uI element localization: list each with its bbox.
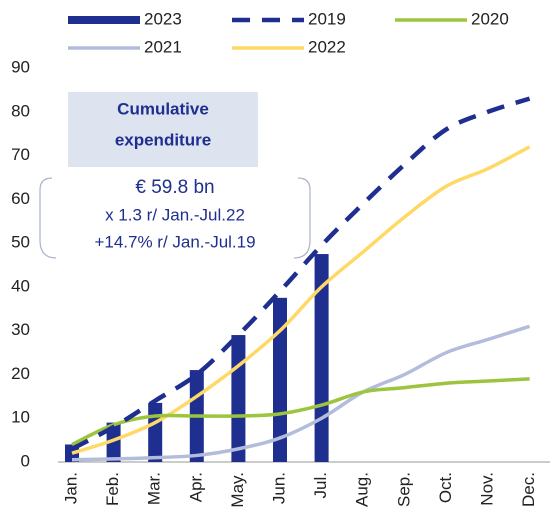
y-tick-label: 50 <box>11 233 30 252</box>
y-tick-label: 80 <box>11 101 30 120</box>
bar <box>273 297 287 462</box>
line-series <box>71 377 530 447</box>
x-tick-label: Oct. <box>436 472 455 503</box>
legend-label: 2023 <box>144 9 182 28</box>
line-series <box>70 96 531 451</box>
x-tick-label: Nov. <box>477 472 496 506</box>
y-tick-label: 20 <box>11 364 30 383</box>
y-tick-label: 40 <box>11 276 30 295</box>
x-tick-label: Feb. <box>103 472 122 506</box>
x-tick-label: Apr. <box>186 472 205 502</box>
y-tick-label: 0 <box>21 451 30 470</box>
annotation-line: x 1.3 r/ Jan.-Jul.22 <box>105 205 245 224</box>
legend-label: 2022 <box>308 37 346 56</box>
annotation-brace <box>39 177 311 259</box>
annotation-header-box <box>68 92 258 167</box>
annotation-line: +14.7% r/ Jan.-Jul.19 <box>94 232 255 251</box>
bar <box>231 335 246 462</box>
y-tick-label: 90 <box>11 57 30 76</box>
annotation-line: € 59.8 bn <box>135 177 214 198</box>
line-series <box>71 145 531 455</box>
y-tick-label: 30 <box>11 320 30 339</box>
legend-label: 2020 <box>471 9 509 28</box>
annotation-heading: expenditure <box>115 130 211 149</box>
x-tick-label: Aug. <box>353 472 372 507</box>
legend-swatch <box>68 16 140 24</box>
legend-label: 2021 <box>144 37 182 56</box>
bar <box>148 402 163 462</box>
x-tick-label: Jun. <box>269 472 288 504</box>
bar <box>106 422 121 462</box>
x-tick-label: Dec. <box>519 472 538 507</box>
bar <box>314 254 329 462</box>
line-series <box>71 324 531 462</box>
legend-label: 2019 <box>308 9 346 28</box>
x-tick-label: Jan. <box>61 472 80 504</box>
x-tick-label: Jul. <box>311 472 330 498</box>
x-tick-label: May. <box>228 472 247 508</box>
x-tick-label: Mar. <box>145 472 164 505</box>
y-tick-label: 60 <box>11 189 30 208</box>
y-tick-label: 10 <box>11 408 30 427</box>
annotation-heading: Cumulative <box>117 99 209 118</box>
x-tick-label: Sep. <box>394 472 413 507</box>
y-tick-label: 70 <box>11 145 30 164</box>
